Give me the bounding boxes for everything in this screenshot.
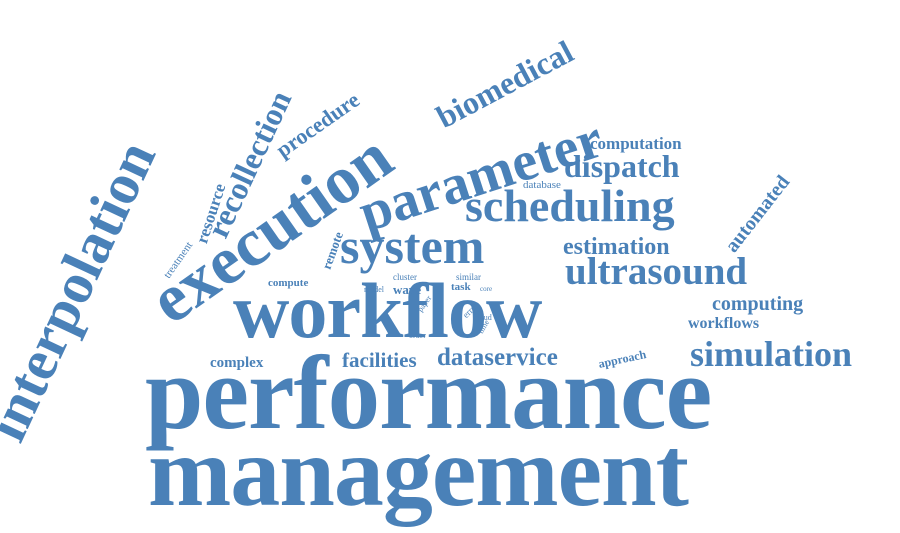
word-database: database	[523, 179, 561, 191]
word-workflow: workflow	[233, 267, 542, 354]
word-dataservice: dataservice	[437, 344, 558, 371]
word-cloud-term: cloud	[474, 313, 492, 322]
word-performance: performance	[145, 334, 712, 451]
word-system: system	[340, 218, 485, 274]
word-automated: automated	[720, 171, 795, 257]
word-ultrasound: ultrasound	[565, 250, 748, 293]
word-scheduling: scheduling	[465, 180, 675, 231]
word-order: order	[409, 331, 426, 340]
word-task: task	[451, 281, 471, 293]
word-core: core	[480, 285, 493, 293]
word-computing: computing	[712, 293, 804, 315]
word-computation: computation	[590, 134, 682, 153]
word-similar: similar	[456, 272, 481, 282]
word-facilities: facilities	[342, 348, 417, 372]
word-simulation: simulation	[690, 334, 853, 374]
word-complex: complex	[210, 355, 264, 371]
word-interpolation: interpolation	[0, 131, 169, 451]
word-management: management	[148, 416, 689, 527]
word-estimation: estimation	[563, 234, 670, 260]
word-dispatch: dispatch	[564, 148, 680, 184]
word-model: model	[364, 285, 384, 294]
word-wave: wave	[393, 282, 422, 297]
word-compute: compute	[268, 277, 309, 289]
word-cluster: cluster	[393, 272, 417, 282]
word-workflows: workflows	[688, 315, 760, 332]
